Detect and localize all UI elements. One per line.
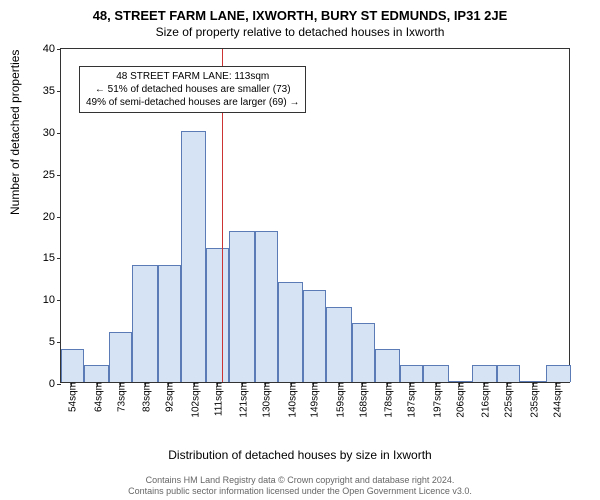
histogram-bar: [352, 323, 375, 382]
histogram-bar: [375, 349, 401, 383]
histogram-bar: [497, 365, 520, 382]
x-tick-label: 149sqm: [306, 382, 321, 418]
annotation-box: 48 STREET FARM LANE: 113sqm← 51% of deta…: [79, 66, 306, 113]
x-axis-label: Distribution of detached houses by size …: [0, 448, 600, 462]
chart-title-sub: Size of property relative to detached ho…: [0, 23, 600, 39]
histogram-bar: [206, 248, 229, 382]
x-tick-label: 130sqm: [258, 382, 273, 418]
histogram-bar: [61, 349, 84, 383]
histogram-bar: [229, 231, 255, 382]
x-tick-label: 159sqm: [331, 382, 346, 418]
x-tick-label: 206sqm: [451, 382, 466, 418]
annotation-line: 49% of semi-detached houses are larger (…: [86, 96, 299, 109]
y-tick-label: 5: [49, 336, 61, 348]
x-tick-label: 235sqm: [525, 382, 540, 418]
y-tick-label: 35: [43, 85, 61, 97]
y-tick-label: 25: [43, 169, 61, 181]
histogram-bar: [546, 365, 572, 382]
x-tick-label: 121sqm: [235, 382, 250, 418]
y-tick-label: 40: [43, 43, 61, 55]
x-tick-label: 64sqm: [89, 382, 104, 412]
x-tick-label: 102sqm: [186, 382, 201, 418]
chart-plot-area: 051015202530354054sqm64sqm73sqm83sqm92sq…: [60, 48, 570, 383]
x-tick-label: 216sqm: [477, 382, 492, 418]
y-axis-label: Number of detached properties: [8, 50, 22, 215]
histogram-bar: [181, 131, 207, 382]
x-tick-label: 225sqm: [500, 382, 515, 418]
histogram-bar: [326, 307, 352, 382]
footer-line-1: Contains HM Land Registry data © Crown c…: [0, 475, 600, 487]
histogram-bar: [303, 290, 326, 382]
y-tick-label: 0: [49, 378, 61, 390]
histogram-bar: [132, 265, 158, 382]
histogram-bar: [423, 365, 449, 382]
y-tick-label: 15: [43, 252, 61, 264]
histogram-bar: [84, 365, 110, 382]
x-tick-label: 187sqm: [403, 382, 418, 418]
annotation-line: 48 STREET FARM LANE: 113sqm: [86, 70, 299, 83]
histogram-bar: [520, 381, 546, 382]
x-tick-label: 111sqm: [209, 382, 224, 416]
x-tick-label: 197sqm: [428, 382, 443, 418]
x-tick-label: 168sqm: [354, 382, 369, 418]
x-tick-label: 54sqm: [64, 382, 79, 412]
x-tick-label: 73sqm: [112, 382, 127, 412]
histogram-bar: [278, 282, 304, 383]
chart-title-main: 48, STREET FARM LANE, IXWORTH, BURY ST E…: [0, 0, 600, 23]
x-tick-label: 178sqm: [380, 382, 395, 418]
histogram-bar: [109, 332, 132, 382]
x-tick-label: 140sqm: [283, 382, 298, 418]
histogram-bar: [255, 231, 278, 382]
x-tick-label: 83sqm: [138, 382, 153, 412]
y-tick-label: 20: [43, 211, 61, 223]
histogram-bar: [449, 381, 472, 382]
histogram-bar: [472, 365, 498, 382]
y-tick-label: 10: [43, 294, 61, 306]
histogram-bar: [400, 365, 423, 382]
annotation-line: ← 51% of detached houses are smaller (73…: [86, 83, 299, 96]
y-tick-label: 30: [43, 127, 61, 139]
histogram-bar: [158, 265, 181, 382]
x-tick-label: 92sqm: [161, 382, 176, 412]
x-tick-label: 244sqm: [548, 382, 563, 418]
footer-attribution: Contains HM Land Registry data © Crown c…: [0, 475, 600, 498]
footer-line-2: Contains public sector information licen…: [0, 486, 600, 498]
